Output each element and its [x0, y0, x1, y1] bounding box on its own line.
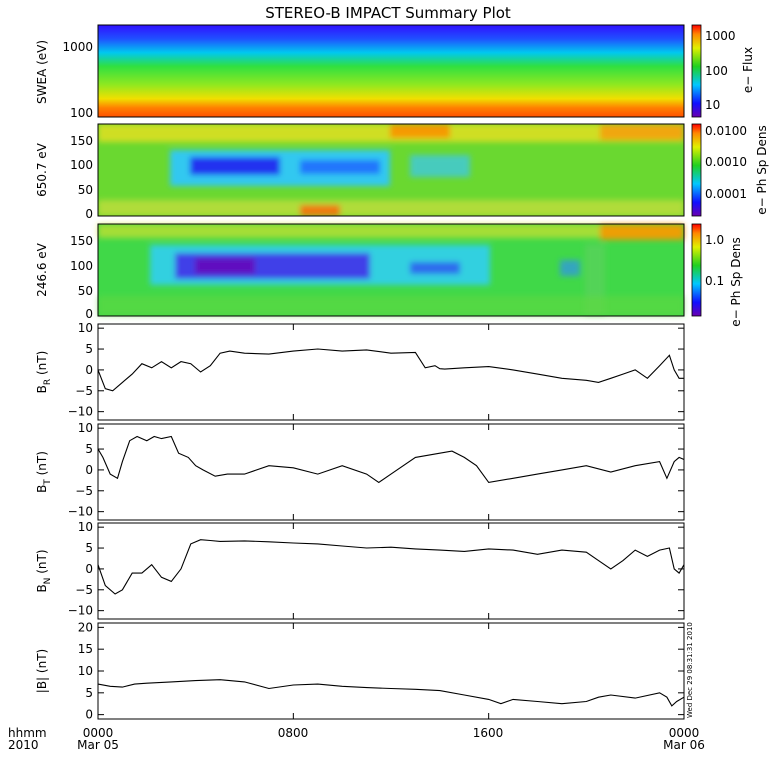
panel-frame — [97, 323, 685, 421]
pad-246-cbar-tick-0: 1.0 — [705, 233, 724, 247]
swea-image — [98, 25, 684, 117]
y-tick-label: 10 — [78, 520, 93, 534]
generation-stamp: Wed Dec 29 08:31:31 2010 — [686, 622, 694, 718]
y-tick-label: 15 — [78, 642, 93, 656]
y-tick-label: 0 — [85, 463, 93, 477]
panel-frame — [97, 622, 685, 720]
time-tick-date-3: Mar 06 — [663, 738, 705, 752]
y-tick-label: 0 — [85, 562, 93, 576]
magnetic-field-panels: 10 5 0 −5 −10 BR (nT) 10 5 0 −5 −10 BT (nT) 10 5 0 −5 −1… — [35, 321, 685, 722]
swea-spectrogram: SWEA (eV) 1000 100 1000 100 10 e− Flux — [35, 24, 755, 120]
time-corner-label-hhmm: hhmm — [8, 726, 47, 740]
swea-ylabel: SWEA (eV) — [35, 40, 49, 104]
pad-246-ytick-0: 0 — [85, 307, 93, 321]
pad-246-spectrogram: 246.6 eV 150 100 50 0 1.0 0.1 e− Ph Sp D… — [35, 223, 743, 327]
series-line — [97, 679, 685, 707]
y-tick-label: 5 — [85, 686, 93, 700]
swea-cbar-tick-100: 100 — [705, 64, 728, 78]
panel-ylabel: BT (nT) — [35, 451, 53, 493]
pad-650-ytick-0: 0 — [85, 207, 93, 221]
y-tick-label: −10 — [68, 405, 93, 419]
panel-ylabel: BN (nT) — [35, 549, 53, 592]
y-tick-label: −10 — [68, 604, 93, 618]
field-panel-2: 10 5 0 −5 −10 BN (nT) — [35, 520, 685, 620]
y-tick-label: 10 — [78, 664, 93, 678]
swea-cbar-label: e− Flux — [741, 47, 755, 93]
y-tick-label: 10 — [78, 321, 93, 335]
pad-650-cbar-tick-0: 0.0100 — [705, 124, 747, 138]
swea-cbar-tick-1000: 1000 — [705, 29, 736, 43]
y-tick-label: −10 — [68, 505, 93, 519]
swea-ytick-1000: 1000 — [62, 40, 93, 54]
pad-650-colorbar — [691, 123, 702, 217]
pad-650-cbar-label: e− Ph Sp Dens — [755, 125, 769, 214]
figure-title: STEREO-B IMPACT Summary Plot — [265, 4, 511, 22]
pad-246-ylabel: 246.6 eV — [35, 242, 49, 297]
y-tick-label: 5 — [85, 541, 93, 555]
pad-650-cbar-tick-1: 0.0010 — [705, 155, 747, 169]
pad-246-ytick-150: 150 — [70, 234, 93, 248]
time-tick-label-3: 0000 — [669, 726, 700, 740]
field-panel-3: 20 15 10 5 0 |B| (nT) — [35, 620, 685, 722]
y-tick-label: −5 — [75, 583, 93, 597]
y-tick-label: 10 — [78, 421, 93, 435]
series-line — [97, 435, 685, 484]
pad-246-colorbar — [691, 223, 702, 317]
field-panel-0: 10 5 0 −5 −10 BR (nT) — [35, 321, 685, 421]
time-axis: hhmm 2010 0000 Mar 05 0800 1600 0000 Mar… — [8, 726, 705, 752]
y-tick-label: −5 — [75, 484, 93, 498]
y-tick-label: 20 — [78, 620, 93, 634]
pad-246-ytick-50: 50 — [78, 284, 93, 298]
time-tick-date-0: Mar 05 — [77, 738, 119, 752]
pad-650-spectrogram: 650.7 eV 150 100 50 0 0.0100 0.0010 0.00… — [35, 123, 769, 221]
swea-colorbar — [691, 24, 702, 118]
y-tick-label: 0 — [85, 363, 93, 377]
swea-cbar-tick-10: 10 — [705, 98, 720, 112]
pad-650-ylabel: 650.7 eV — [35, 142, 49, 197]
panel-frame — [97, 423, 685, 521]
series-line — [97, 348, 684, 392]
field-panel-1: 10 5 0 −5 −10 BT (nT) — [35, 421, 685, 521]
pad-650-ytick-50: 50 — [78, 183, 93, 197]
panel-ylabel: |B| (nT) — [35, 649, 49, 693]
pad-246-cbar-label: e− Ph Sp Dens — [729, 237, 743, 326]
time-tick-label-2: 1600 — [473, 726, 504, 740]
y-tick-label: −5 — [75, 384, 93, 398]
pad-650-ytick-100: 100 — [70, 158, 93, 172]
series-line — [97, 539, 685, 595]
panel-frame — [97, 522, 685, 620]
time-tick-label-1: 0800 — [278, 726, 309, 740]
y-tick-label: 0 — [85, 708, 93, 722]
pad-650-ytick-150: 150 — [70, 134, 93, 148]
panel-ylabel: BR (nT) — [35, 351, 53, 394]
time-tick-label-0: 0000 — [83, 726, 114, 740]
y-tick-label: 5 — [85, 342, 93, 356]
y-tick-label: 5 — [85, 442, 93, 456]
swea-ytick-100: 100 — [70, 106, 93, 120]
pad-246-ytick-100: 100 — [70, 259, 93, 273]
time-corner-label-year: 2010 — [8, 738, 39, 752]
pad-246-cbar-tick-1: 0.1 — [705, 274, 724, 288]
pad-650-cbar-tick-2: 0.0001 — [705, 187, 747, 201]
